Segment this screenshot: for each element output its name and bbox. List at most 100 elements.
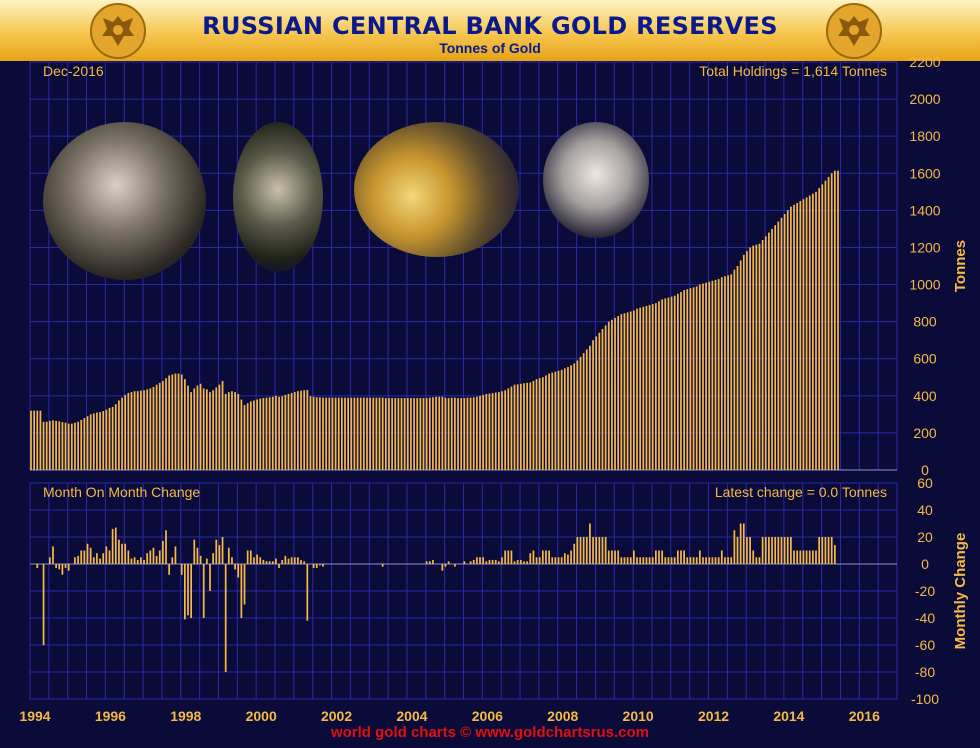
holdings-bar <box>268 397 271 470</box>
holdings-bar <box>604 325 607 470</box>
monthly-change-bar <box>796 550 799 564</box>
x-tick-label: 2012 <box>698 708 729 724</box>
holdings-bar <box>576 360 579 470</box>
holdings-bar <box>143 390 145 470</box>
monthly-change-bar <box>77 555 79 564</box>
holdings-bar <box>680 291 682 470</box>
holdings-bar <box>629 311 632 470</box>
x-tick-label: 2000 <box>246 708 277 724</box>
monthly-change-bar <box>476 557 478 564</box>
monthly-change-bar <box>168 564 171 575</box>
holdings-bar <box>278 396 280 470</box>
holdings-bar <box>425 398 428 470</box>
monthly-change-bar <box>513 561 516 564</box>
monthly-change-bar <box>133 557 136 564</box>
monthly-change-bar <box>99 558 101 564</box>
x-tick-label: 2010 <box>623 708 654 724</box>
monthly-change-bar <box>658 550 660 564</box>
monthly-change-bar <box>589 523 591 564</box>
monthly-change-bar <box>673 557 676 564</box>
monthly-change-bar <box>636 557 638 564</box>
holdings-bar <box>121 397 123 470</box>
monthly-change-bar <box>623 557 626 564</box>
monthly-change-bar <box>720 550 723 564</box>
monthly-change-bar <box>447 561 450 564</box>
monthly-change-y-tick-label: 20 <box>917 529 933 545</box>
monthly-change-bar <box>714 557 717 564</box>
monthly-change-bar <box>428 561 431 564</box>
holdings-bar <box>303 390 306 470</box>
monthly-change-bar <box>548 550 550 564</box>
holdings-bar <box>695 286 698 470</box>
monthly-change-bar <box>761 537 764 564</box>
monthly-change-bar <box>585 537 588 564</box>
holdings-bar <box>774 225 777 470</box>
holdings-bar <box>742 254 745 470</box>
holdings-bar <box>30 410 32 470</box>
holdings-y-tick-label: 2200 <box>909 54 940 70</box>
monthly-change-bar <box>582 537 585 564</box>
monthly-change-bar <box>727 557 729 564</box>
monthly-change-bar <box>432 559 434 564</box>
holdings-bar <box>372 397 375 470</box>
monthly-change-bar <box>111 528 114 564</box>
monthly-change-bar <box>833 545 836 564</box>
holdings-bar <box>183 379 186 470</box>
holdings-bar <box>538 378 541 470</box>
monthly-change-bar <box>607 550 610 564</box>
holdings-bar <box>793 204 795 471</box>
holdings-y-tick-label: 1600 <box>909 165 940 181</box>
holdings-bar <box>243 405 246 470</box>
monthly-change-bar <box>193 539 196 564</box>
monthly-change-bar <box>676 550 679 564</box>
monthly-change-bar <box>165 530 167 564</box>
monthly-change-bar <box>202 564 205 618</box>
holdings-bar <box>224 393 227 470</box>
holdings-bar <box>130 392 133 470</box>
holdings-bar <box>472 397 475 470</box>
monthly-change-bar <box>749 537 751 564</box>
monthly-change-bar <box>764 537 767 564</box>
monthly-change-bar <box>724 557 726 564</box>
monthly-change-bar <box>651 557 654 564</box>
monthly-change-bar <box>52 546 54 564</box>
holdings-bar <box>491 393 494 470</box>
monthly-change-bar <box>711 557 714 564</box>
holdings-bar <box>215 387 218 470</box>
monthly-change-bar <box>686 557 689 564</box>
chart-title: RUSSIAN CENTRAL BANK GOLD RESERVES <box>202 12 778 40</box>
monthly-change-bar <box>48 557 51 564</box>
holdings-bar <box>231 391 233 470</box>
holdings-bar <box>686 289 689 470</box>
holdings-bar <box>369 397 371 470</box>
monthly-change-bar <box>523 561 525 564</box>
holdings-bar <box>341 397 343 470</box>
monthly-change-bar <box>187 564 189 616</box>
holdings-bar <box>234 392 236 470</box>
monthly-change-bar <box>799 550 802 564</box>
holdings-bar <box>752 245 755 470</box>
holdings-bar <box>133 391 136 470</box>
monthly-change-bar <box>174 546 177 564</box>
holdings-y-tick-label: 0 <box>921 462 929 478</box>
monthly-change-bar <box>92 557 95 564</box>
holdings-bar <box>541 377 544 470</box>
holdings-bar <box>592 340 594 470</box>
monthly-change-bar <box>595 537 598 564</box>
holdings-bar <box>256 399 258 470</box>
holdings-bar <box>315 397 318 470</box>
holdings-bar <box>290 393 293 470</box>
holdings-bar <box>42 421 45 470</box>
holdings-bar <box>783 214 786 470</box>
holdings-bar <box>614 317 616 470</box>
monthly-change-bar <box>604 537 607 564</box>
x-tick-label: 1994 <box>19 708 50 724</box>
monthly-change-bar <box>278 564 280 569</box>
holdings-bar <box>422 398 425 470</box>
holdings-bar <box>526 382 528 470</box>
holdings-bar <box>661 299 664 470</box>
holdings-bar <box>476 396 478 470</box>
monthly-change-bar <box>196 547 199 564</box>
holdings-bar <box>362 397 365 470</box>
